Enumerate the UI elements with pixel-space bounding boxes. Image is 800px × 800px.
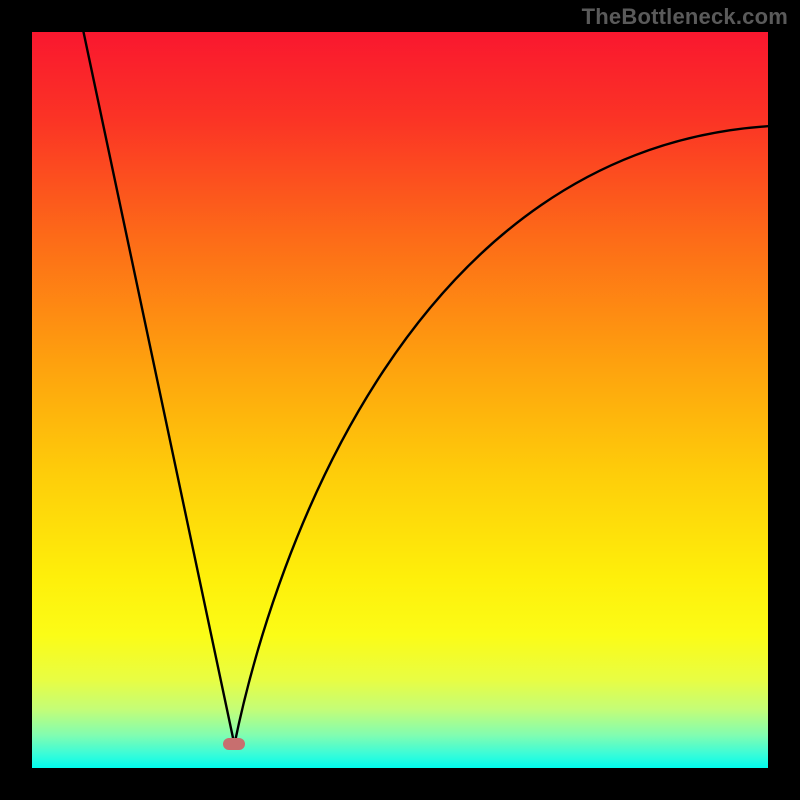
watermark-text: TheBottleneck.com <box>582 4 788 30</box>
chart-frame: TheBottleneck.com <box>0 0 800 800</box>
plot-area <box>32 32 768 768</box>
bottleneck-curve <box>32 32 768 768</box>
vertex-marker <box>223 738 245 750</box>
